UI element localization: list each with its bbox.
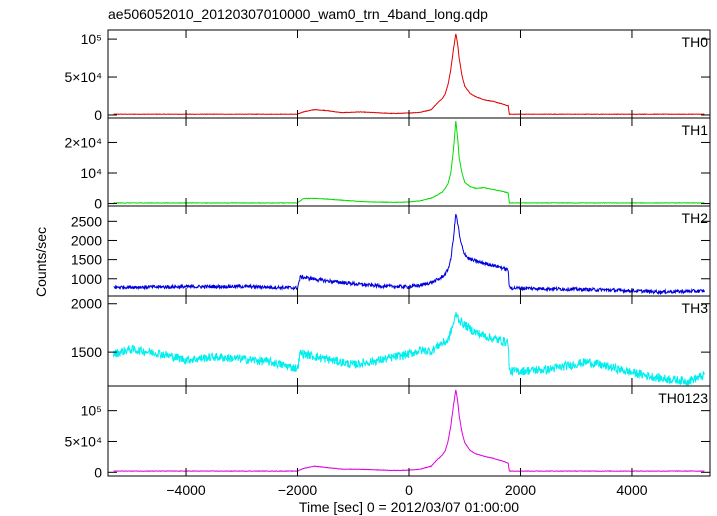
panels-group: 0 5×10⁴ 10⁵ TH0 0 10⁴ 2×10⁴ TH1 1000 1500 2000 2500…	[64, 29, 711, 480]
panel-label: TH0	[682, 34, 709, 50]
y-tick-label: 0	[94, 464, 102, 480]
series-th0-line	[113, 33, 705, 116]
x-axis-ticks: −4000 −2000 0 2000 4000	[166, 482, 647, 498]
y-tick-label: 10⁴	[80, 165, 102, 181]
y-tick-label: 0	[94, 107, 102, 123]
x-tick-label: 0	[405, 482, 413, 498]
y-tick-label: 1500	[71, 344, 102, 360]
series-th3-line	[113, 312, 705, 386]
x-tick-label: 4000	[616, 482, 647, 498]
panel-th2: 1000 1500 2000 2500 TH2	[71, 205, 711, 297]
panel-frame	[107, 385, 711, 477]
y-tick-label: 2×10⁴	[64, 134, 102, 150]
panel-th0123: 0 5×10⁴ 10⁵ TH0123	[64, 385, 711, 480]
panel-frame	[107, 117, 711, 207]
y-tick-label: 2000	[71, 296, 102, 312]
panel-label: TH2	[682, 210, 709, 226]
panel-label: TH1	[682, 122, 709, 138]
x-tick-label: 2000	[505, 482, 536, 498]
panel-frame	[107, 29, 711, 119]
panel-label: TH3	[682, 300, 709, 316]
panel-th0: 0 5×10⁴ 10⁵ TH0	[64, 29, 711, 123]
series-th2-line	[113, 214, 705, 296]
panel-frame	[107, 205, 711, 297]
chart-title: ae506052010_20120307010000_wam0_trn_4ban…	[108, 6, 488, 22]
panel-th1: 0 10⁴ 2×10⁴ TH1	[64, 117, 711, 212]
y-tick-label: 1500	[71, 252, 102, 268]
y-tick-label: 5×10⁴	[64, 433, 102, 449]
y-tick-label: 2500	[71, 213, 102, 229]
y-axis-label: Counts/sec	[33, 227, 49, 297]
y-tick-label: 10⁵	[81, 31, 102, 47]
panel-th3: 1500 2000 TH3	[71, 295, 711, 387]
x-tick-label: −2000	[278, 482, 318, 498]
y-tick-label: 5×10⁴	[64, 69, 102, 85]
series-th0123-line	[113, 389, 705, 473]
y-tick-label: 0	[94, 196, 102, 212]
y-tick-label: 10⁵	[81, 403, 102, 419]
y-tick-label: 2000	[71, 232, 102, 248]
x-axis-label: Time [sec] 0 = 2012/03/07 01:00:00	[299, 499, 519, 515]
panel-label: TH0123	[658, 390, 708, 406]
x-tick-label: −4000	[166, 482, 206, 498]
series-th1-line	[113, 121, 705, 204]
y-tick-label: 1000	[71, 271, 102, 287]
